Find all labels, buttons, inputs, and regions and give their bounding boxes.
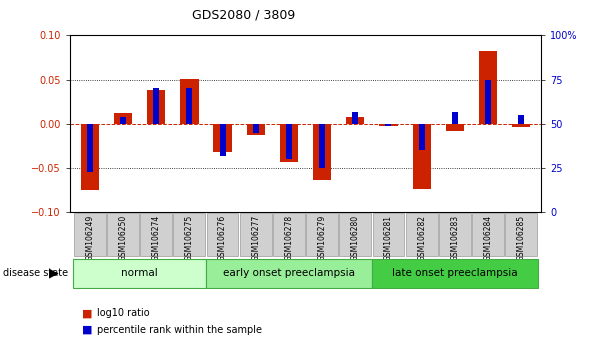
FancyBboxPatch shape bbox=[505, 213, 537, 256]
Bar bbox=[452, 112, 458, 124]
Text: normal: normal bbox=[121, 268, 158, 279]
Text: ▶: ▶ bbox=[49, 267, 58, 280]
Text: GSM106280: GSM106280 bbox=[351, 215, 360, 261]
FancyBboxPatch shape bbox=[273, 213, 305, 256]
FancyBboxPatch shape bbox=[140, 213, 172, 256]
Bar bbox=[253, 124, 259, 133]
Text: log10 ratio: log10 ratio bbox=[97, 308, 150, 318]
Text: GSM106278: GSM106278 bbox=[285, 215, 294, 261]
Bar bbox=[280, 124, 298, 162]
Text: GSM106284: GSM106284 bbox=[483, 215, 492, 261]
FancyBboxPatch shape bbox=[372, 259, 538, 288]
Text: GSM106274: GSM106274 bbox=[152, 215, 161, 261]
FancyBboxPatch shape bbox=[73, 259, 206, 288]
Bar bbox=[286, 124, 292, 159]
Bar bbox=[219, 124, 226, 156]
FancyBboxPatch shape bbox=[173, 213, 206, 256]
Bar bbox=[413, 124, 431, 188]
FancyBboxPatch shape bbox=[207, 213, 238, 256]
Bar bbox=[352, 112, 358, 124]
Text: GSM106279: GSM106279 bbox=[317, 215, 326, 261]
Bar bbox=[147, 90, 165, 124]
FancyBboxPatch shape bbox=[107, 213, 139, 256]
Text: disease state: disease state bbox=[3, 268, 68, 278]
Bar bbox=[120, 117, 126, 124]
FancyBboxPatch shape bbox=[406, 213, 438, 256]
Text: GSM106249: GSM106249 bbox=[85, 215, 94, 261]
FancyBboxPatch shape bbox=[74, 213, 106, 256]
Bar bbox=[346, 117, 364, 124]
FancyBboxPatch shape bbox=[206, 259, 372, 288]
Bar bbox=[479, 51, 497, 124]
FancyBboxPatch shape bbox=[373, 213, 404, 256]
Bar bbox=[180, 79, 198, 124]
Bar bbox=[319, 124, 325, 168]
FancyBboxPatch shape bbox=[472, 213, 504, 256]
Text: ■: ■ bbox=[82, 325, 92, 335]
Bar bbox=[518, 115, 524, 124]
Text: late onset preeclampsia: late onset preeclampsia bbox=[392, 268, 517, 279]
FancyBboxPatch shape bbox=[306, 213, 338, 256]
Bar bbox=[213, 124, 232, 152]
Bar bbox=[512, 124, 530, 126]
Bar bbox=[379, 124, 398, 126]
Text: GSM106250: GSM106250 bbox=[119, 215, 128, 261]
FancyBboxPatch shape bbox=[439, 213, 471, 256]
Text: GSM106277: GSM106277 bbox=[251, 215, 260, 261]
Text: GSM106275: GSM106275 bbox=[185, 215, 194, 261]
Text: GDS2080 / 3809: GDS2080 / 3809 bbox=[192, 9, 295, 22]
Text: percentile rank within the sample: percentile rank within the sample bbox=[97, 325, 262, 335]
FancyBboxPatch shape bbox=[240, 213, 272, 256]
Bar bbox=[187, 88, 192, 124]
Text: GSM106281: GSM106281 bbox=[384, 215, 393, 261]
Bar bbox=[153, 88, 159, 124]
Text: GSM106282: GSM106282 bbox=[417, 215, 426, 261]
Bar bbox=[81, 124, 99, 190]
Bar bbox=[313, 124, 331, 179]
Text: early onset preeclampsia: early onset preeclampsia bbox=[223, 268, 355, 279]
Bar bbox=[114, 113, 132, 124]
Bar bbox=[87, 124, 93, 172]
Text: GSM106285: GSM106285 bbox=[517, 215, 526, 261]
Text: GSM106276: GSM106276 bbox=[218, 215, 227, 261]
Bar bbox=[385, 124, 392, 126]
Bar bbox=[446, 124, 464, 131]
Bar bbox=[419, 124, 424, 150]
Bar bbox=[247, 124, 265, 135]
Text: ■: ■ bbox=[82, 308, 92, 318]
Bar bbox=[485, 80, 491, 124]
FancyBboxPatch shape bbox=[339, 213, 371, 256]
Text: GSM106283: GSM106283 bbox=[451, 215, 459, 261]
